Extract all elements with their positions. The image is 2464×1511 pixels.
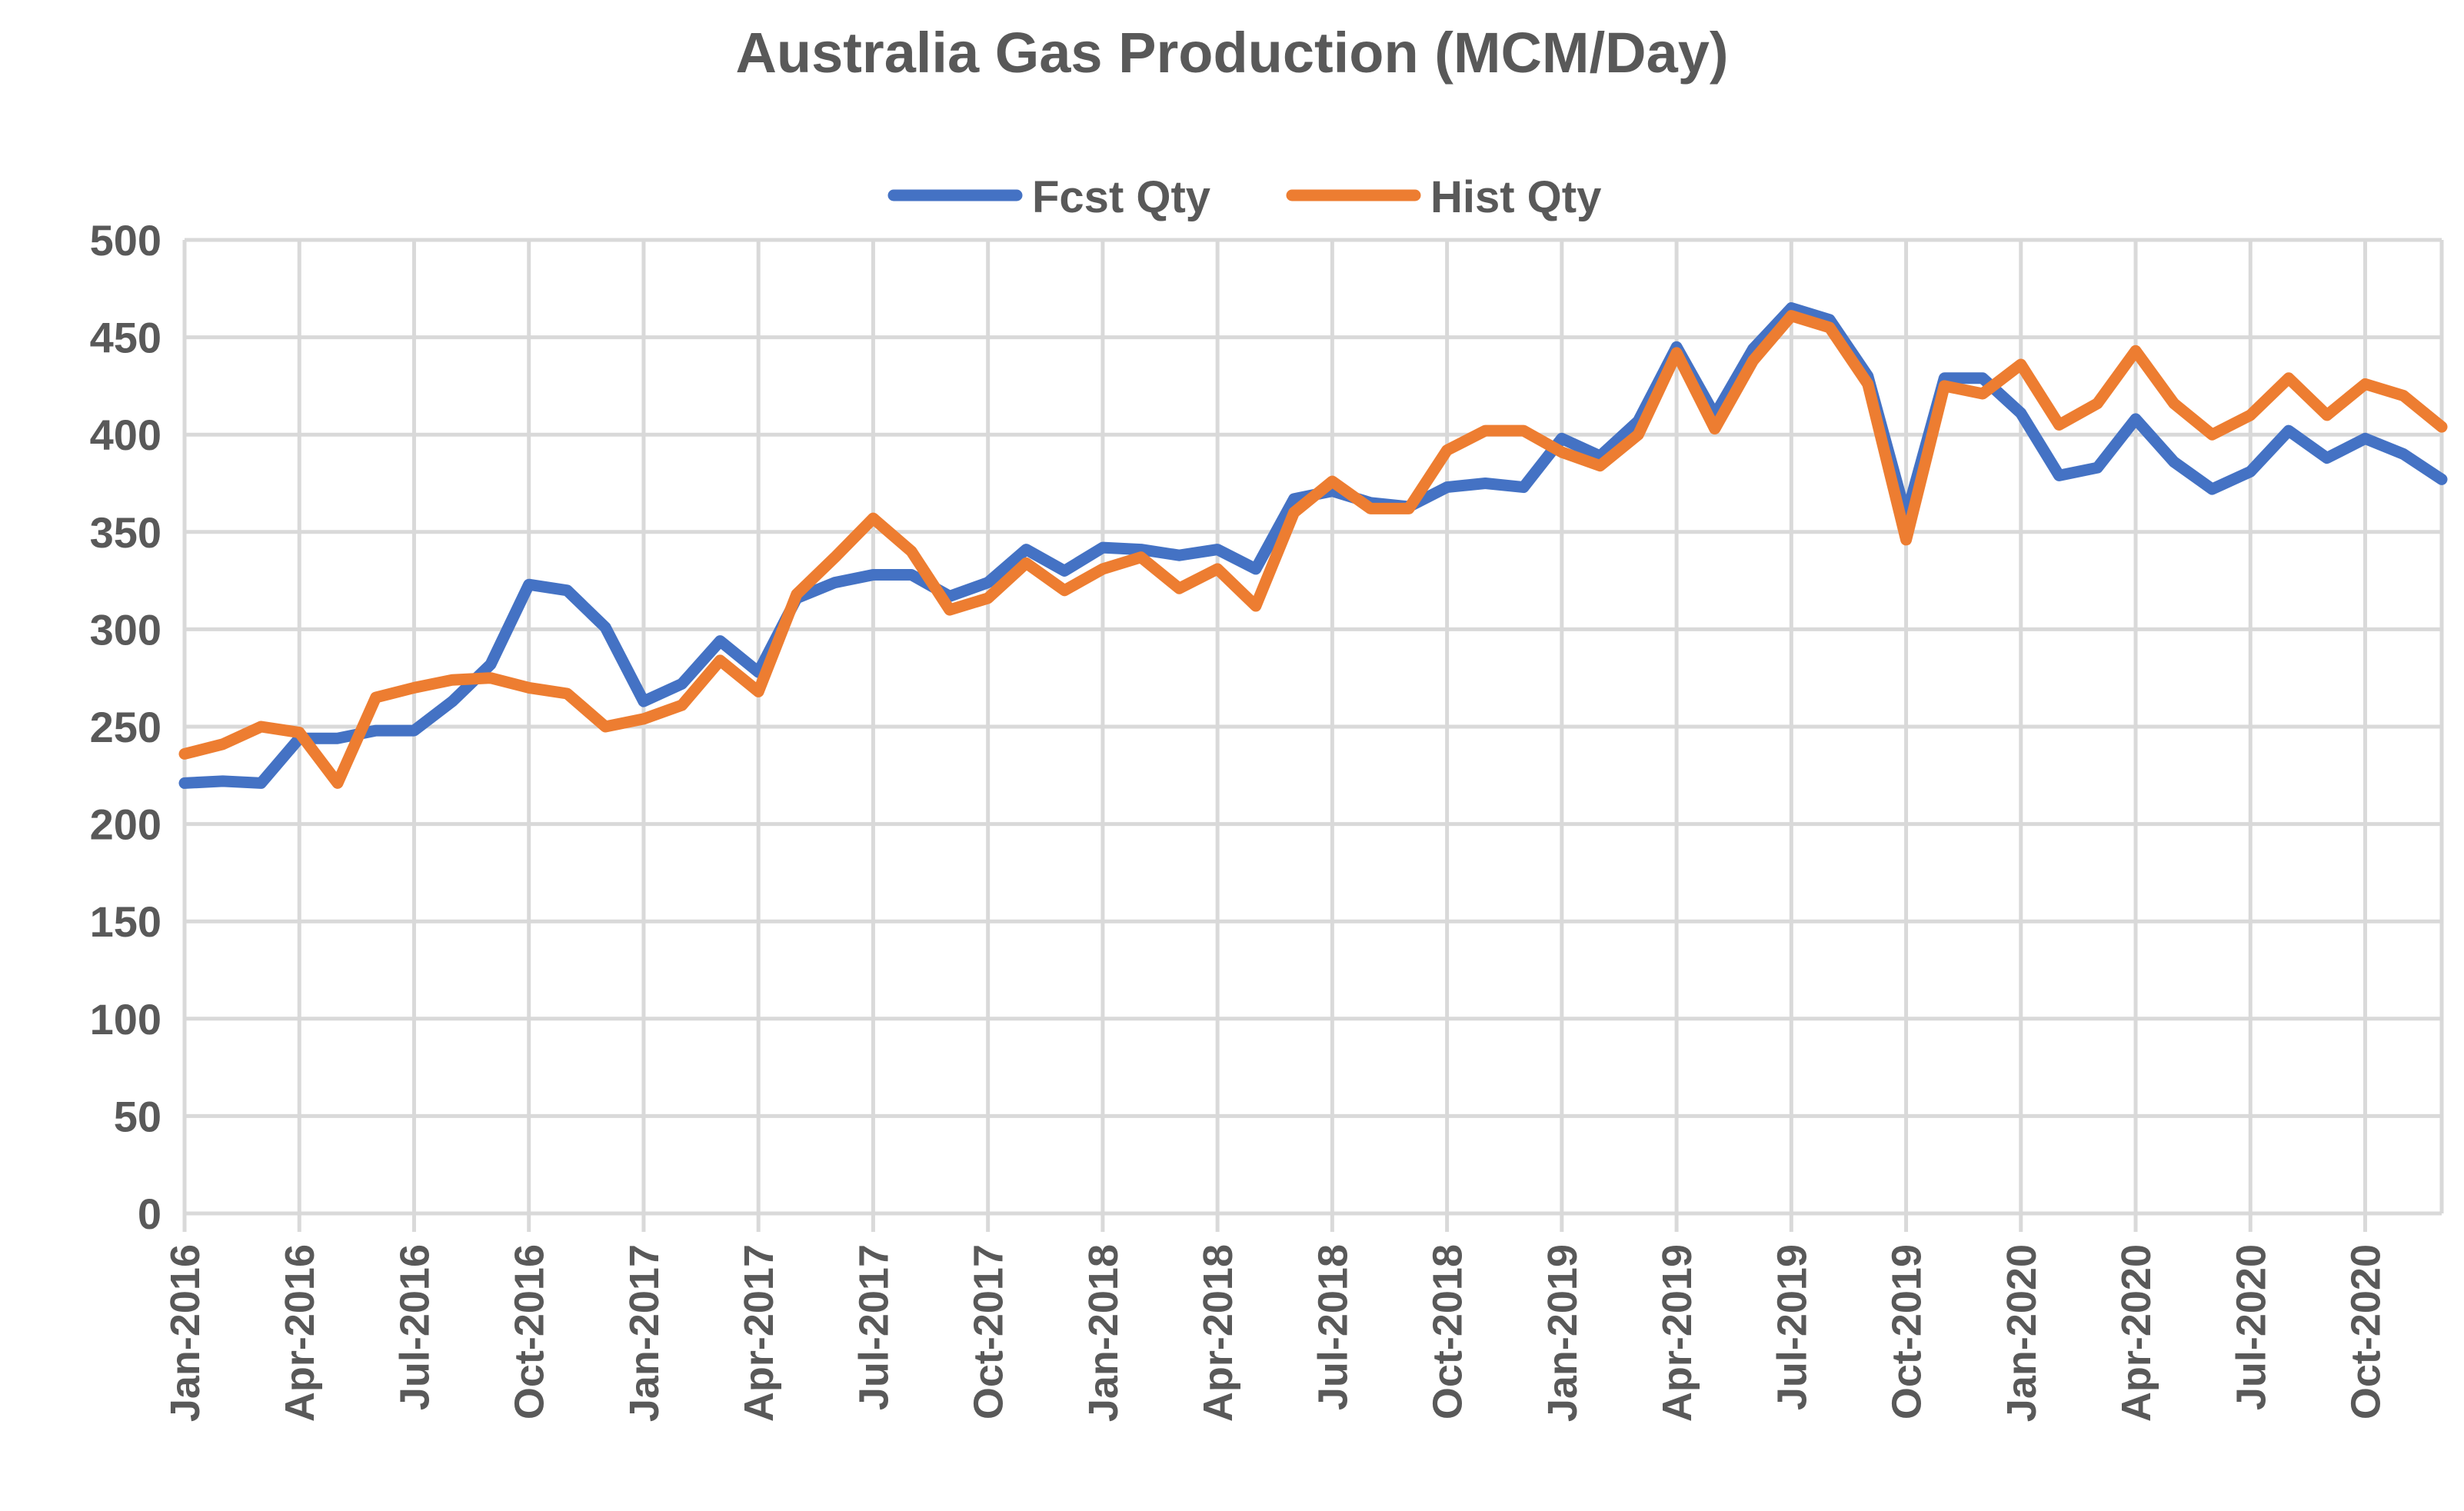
series-lines: [178, 302, 2448, 789]
series-line-hist-qty: [178, 310, 2448, 789]
y-tick-label: 200: [90, 800, 161, 849]
y-axis-tick-labels: 0 50 100 150 200 250 300 350 400 450 500: [90, 216, 161, 1238]
y-tick-label: 50: [114, 1092, 161, 1140]
x-tick-label: Jul-2018: [1310, 1244, 1356, 1410]
x-tick-label: Apr-2019: [1654, 1244, 1700, 1422]
y-tick-label: 400: [90, 411, 161, 459]
x-tick-label: Apr-2017: [736, 1244, 782, 1422]
x-tick-label: Jan-2020: [1999, 1244, 2045, 1422]
legend-label-fcst: Fcst Qty: [1032, 172, 1210, 222]
x-tick-label: Jul-2020: [2228, 1244, 2274, 1410]
y-tick-label: 350: [90, 508, 161, 557]
x-tick-label: Oct-2017: [966, 1244, 1012, 1419]
y-tick-label: 300: [90, 605, 161, 654]
gridlines: [182, 238, 2444, 1232]
legend-label-hist: Hist Qty: [1430, 172, 1601, 222]
series-line-fcst-qty: [178, 302, 2448, 789]
x-tick-label: Jan-2016: [162, 1244, 208, 1422]
x-tick-label: Jul-2016: [391, 1244, 438, 1410]
x-tick-label: Oct-2016: [507, 1244, 553, 1419]
x-tick-label: Jan-2019: [1540, 1244, 1586, 1422]
y-tick-label: 250: [90, 703, 161, 751]
x-tick-label: Apr-2018: [1195, 1244, 1241, 1422]
y-tick-label: 500: [90, 216, 161, 265]
x-tick-label: Oct-2019: [1884, 1244, 1930, 1419]
y-tick-label: 150: [90, 897, 161, 946]
x-tick-label: Oct-2018: [1425, 1244, 1471, 1419]
chart-title: Australia Gas Production (MCM/Day): [735, 21, 1728, 85]
x-tick-label: Jan-2018: [1080, 1244, 1127, 1422]
x-tick-label: Apr-2020: [2113, 1244, 2159, 1422]
x-tick-label: Jan-2017: [621, 1244, 668, 1422]
y-tick-label: 450: [90, 314, 161, 362]
y-tick-label: 0: [138, 1190, 161, 1238]
x-tick-label: Jul-2017: [851, 1244, 897, 1410]
x-tick-label: Apr-2016: [277, 1244, 323, 1422]
legend: Fcst Qty Hist Qty: [887, 172, 1601, 222]
x-tick-label: Oct-2020: [2343, 1244, 2389, 1419]
x-tick-label: Jul-2019: [1769, 1244, 1815, 1410]
x-axis-tick-labels: Jan-2016 Apr-2016 Jul-2016 Oct-2016 Jan-2017…: [162, 1244, 2389, 1422]
y-tick-label: 100: [90, 995, 161, 1043]
